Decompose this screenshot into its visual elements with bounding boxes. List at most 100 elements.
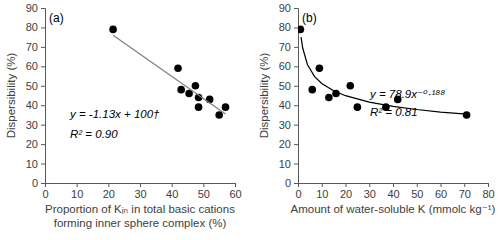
y-tick-mark: [294, 105, 298, 106]
x-tick: 10: [71, 183, 83, 200]
x-tick-label: 80: [482, 188, 494, 200]
plot-area: [109, 26, 229, 119]
data-point: [206, 96, 214, 104]
x-tick: 20: [340, 183, 352, 200]
y-tick: 30: [26, 119, 45, 131]
panel: 01020304050600102030405060708090Proporti…: [5, 2, 242, 229]
y-tick: 50: [279, 80, 298, 92]
x-axis-title: Amount of water-soluble K (mmolc kg⁻¹): [291, 203, 496, 215]
x-tick-mark: [488, 183, 489, 187]
y-tick-mark: [294, 164, 298, 165]
y-tick-mark: [294, 8, 298, 9]
y-axis-line: [41, 9, 46, 184]
y-tick-label: 90: [279, 2, 291, 14]
x-tick: 70: [459, 183, 471, 200]
x-tick: 40: [166, 183, 178, 200]
y-tick: 80: [279, 21, 298, 33]
x-tick-label: 10: [71, 188, 83, 200]
panel-label: (a): [49, 11, 64, 25]
x-axis-title: Proportion of Kᵢₙ in total basic cations: [45, 203, 235, 215]
x-tick-label: 30: [134, 188, 146, 200]
data-point: [325, 94, 333, 102]
x-tick-label: 40: [166, 188, 178, 200]
y-tick-mark: [41, 47, 45, 48]
y-tick: 60: [26, 60, 45, 72]
y-tick-mark: [294, 27, 298, 28]
x-tick-mark: [108, 183, 109, 187]
y-tick: 30: [279, 119, 298, 131]
x-axis-line: [46, 184, 236, 188]
y-tick: 90: [26, 2, 45, 14]
y-tick-label: 80: [279, 21, 291, 33]
y-tick-mark: [294, 125, 298, 126]
x-tick-label: 60: [229, 188, 241, 200]
y-tick-label: 30: [279, 119, 291, 131]
y-tick-mark: [294, 66, 298, 67]
y-tick-label: 70: [279, 41, 291, 53]
x-axis-title: forming inner sphere complex (%): [54, 217, 227, 229]
y-tick-label: 20: [279, 138, 291, 150]
y-axis: 0102030405060708090: [26, 2, 46, 189]
x-tick-mark: [417, 183, 418, 187]
y-tick: 80: [26, 21, 45, 33]
y-tick: 20: [26, 138, 45, 150]
y-tick-label: 90: [26, 2, 38, 14]
y-tick: 10: [26, 158, 45, 170]
y-tick-mark: [41, 105, 45, 106]
x-tick-mark: [77, 183, 78, 187]
data-point: [222, 103, 230, 111]
y-tick-mark: [41, 66, 45, 67]
y-tick: 0: [32, 177, 45, 189]
y-tick-label: 30: [26, 119, 38, 131]
data-point: [346, 82, 354, 90]
x-tick-label: 10: [316, 188, 328, 200]
data-point: [308, 86, 316, 94]
x-tick: 80: [482, 183, 494, 200]
data-point: [177, 86, 185, 94]
trend-line: [301, 37, 467, 114]
data-point: [109, 26, 117, 34]
y-tick-label: 60: [279, 60, 291, 72]
annotation: y = -1.13x + 100†: [69, 108, 160, 120]
data-point: [192, 82, 200, 90]
y-tick: 40: [279, 99, 298, 111]
y-tick-label: 10: [26, 158, 38, 170]
x-tick: 30: [134, 183, 146, 200]
x-tick: 30: [364, 183, 376, 200]
x-tick: 50: [411, 183, 423, 200]
data-point: [215, 111, 223, 119]
y-tick: 90: [279, 2, 298, 14]
x-tick: 50: [198, 183, 210, 200]
panel-label: (b): [302, 11, 317, 25]
x-tick-mark: [464, 183, 465, 187]
x-tick-mark: [322, 183, 323, 187]
y-axis-title: Dispersibility (%): [5, 53, 17, 139]
x-tick-mark: [203, 183, 204, 187]
data-point: [174, 64, 182, 72]
y-tick-mark: [41, 8, 45, 9]
x-tick-mark: [393, 183, 394, 187]
data-point: [195, 103, 203, 111]
y-tick-label: 10: [279, 158, 291, 170]
y-tick: 70: [279, 41, 298, 53]
x-axis: 0102030405060: [42, 183, 241, 200]
y-tick: 10: [279, 158, 298, 170]
data-point: [298, 26, 304, 34]
y-tick-label: 0: [32, 177, 38, 189]
y-tick-label: 80: [26, 21, 38, 33]
y-tick-mark: [41, 183, 45, 184]
x-tick-label: 60: [435, 188, 447, 200]
y-tick-label: 60: [26, 60, 38, 72]
y-axis-line: [294, 9, 299, 184]
y-tick-label: 40: [279, 99, 291, 111]
y-tick-mark: [294, 144, 298, 145]
x-tick-mark: [140, 183, 141, 187]
y-tick-mark: [41, 144, 45, 145]
x-tick: 40: [387, 183, 399, 200]
x-tick-label: 50: [198, 188, 210, 200]
y-tick-mark: [41, 27, 45, 28]
y-tick-mark: [41, 125, 45, 126]
data-point: [354, 103, 362, 111]
y-axis-title: Dispersibility (%): [258, 53, 270, 139]
x-tick: 0: [42, 183, 48, 200]
